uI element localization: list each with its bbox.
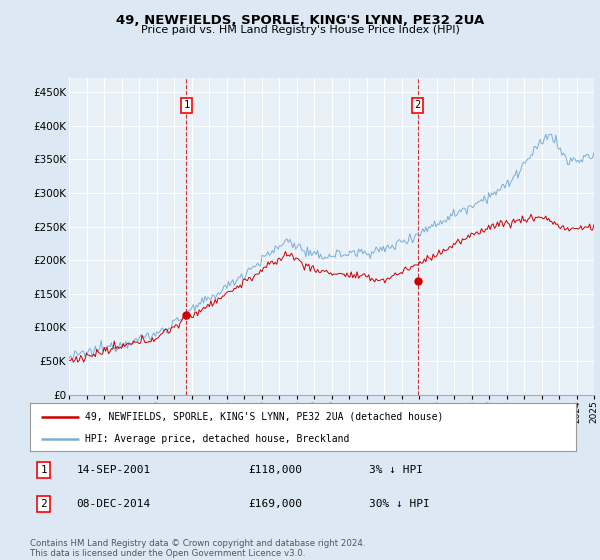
Text: 2: 2: [415, 100, 421, 110]
Text: 1: 1: [40, 465, 47, 475]
Text: £118,000: £118,000: [248, 465, 302, 475]
Text: HPI: Average price, detached house, Breckland: HPI: Average price, detached house, Brec…: [85, 434, 349, 444]
Text: 2: 2: [40, 500, 47, 509]
Text: Price paid vs. HM Land Registry's House Price Index (HPI): Price paid vs. HM Land Registry's House …: [140, 25, 460, 35]
Text: Contains HM Land Registry data © Crown copyright and database right 2024.
This d: Contains HM Land Registry data © Crown c…: [30, 539, 365, 558]
Text: 1: 1: [183, 100, 190, 110]
Text: 49, NEWFIELDS, SPORLE, KING'S LYNN, PE32 2UA (detached house): 49, NEWFIELDS, SPORLE, KING'S LYNN, PE32…: [85, 412, 443, 422]
Text: 30% ↓ HPI: 30% ↓ HPI: [368, 500, 429, 509]
Text: 08-DEC-2014: 08-DEC-2014: [76, 500, 151, 509]
Text: £169,000: £169,000: [248, 500, 302, 509]
Text: 3% ↓ HPI: 3% ↓ HPI: [368, 465, 422, 475]
Text: 14-SEP-2001: 14-SEP-2001: [76, 465, 151, 475]
Text: 49, NEWFIELDS, SPORLE, KING'S LYNN, PE32 2UA: 49, NEWFIELDS, SPORLE, KING'S LYNN, PE32…: [116, 14, 484, 27]
